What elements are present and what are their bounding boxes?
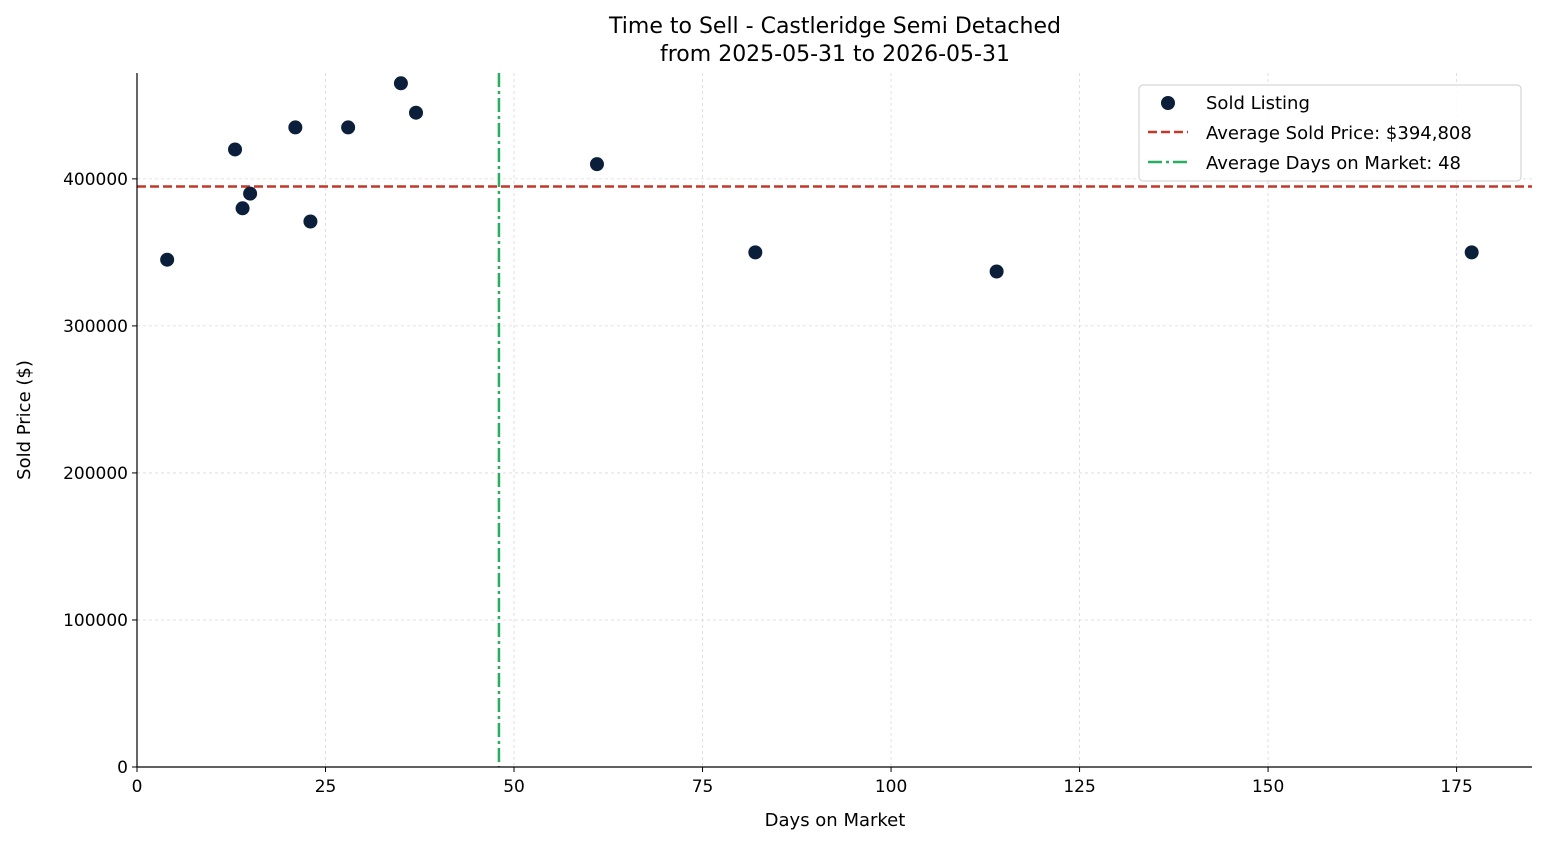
legend-label-sold-listing: Sold Listing [1206,93,1310,114]
x-tick-label: 25 [315,777,337,797]
chart-title: Time to Sell - Castleridge Semi Detached [608,14,1061,39]
data-point [589,157,604,172]
x-tick-label: 50 [503,777,525,797]
axes [136,73,1532,768]
x-axis-label: Days on Market [765,810,906,831]
data-point [989,264,1004,279]
x-tick-label: 150 [1252,777,1284,797]
y-tick-label: 300000 [63,317,128,337]
legend-box [1138,84,1522,182]
data-point [341,120,356,135]
y-tick-label: 0 [117,758,128,778]
grid-lines [137,73,1532,767]
y-tick-label: 100000 [63,611,128,631]
data-point [303,214,318,229]
data-point [393,76,408,91]
data-point [243,186,258,201]
data-point [235,201,250,216]
data-point [160,252,175,267]
x-tick-label: 75 [692,777,714,797]
reference-lines [137,73,1532,767]
x-tick-label: 0 [132,777,143,797]
data-point [1464,245,1479,260]
data-points [160,76,1479,279]
y-tick-label: 400000 [63,170,128,190]
data-point [288,120,303,135]
data-point [228,142,243,157]
x-tick-label: 175 [1440,777,1472,797]
y-axis-ticks: 0 100000 200000 300000 400000 [63,170,137,778]
data-point [409,105,423,120]
x-tick-label: 125 [1063,777,1095,797]
x-tick-label: 100 [875,777,907,797]
y-tick-label: 200000 [63,464,128,484]
chart-subtitle: from 2025-05-31 to 2026-05-31 [660,42,1010,67]
legend-label-average-days: Average Days on Market: 48 [1206,153,1461,174]
x-axis-ticks: 0 25 50 75 100 125 150 175 [132,767,1473,797]
legend-marker-sold-listing [1161,96,1175,110]
legend: Sold Listing Average Sold Price: $394,80… [1138,84,1522,182]
y-axis-label: Sold Price ($) [14,360,35,480]
legend-label-average-price: Average Sold Price: $394,808 [1206,123,1472,144]
data-point [748,245,763,260]
